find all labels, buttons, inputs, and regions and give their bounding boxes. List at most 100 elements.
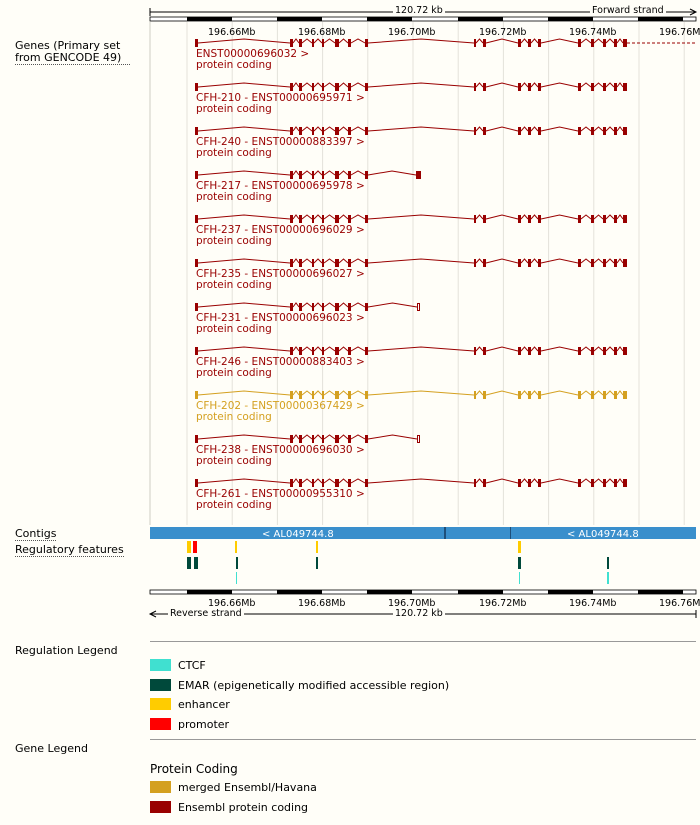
contig-label-right[interactable]: < AL049744.8 — [567, 529, 639, 540]
intron — [301, 258, 313, 264]
intron — [301, 346, 313, 352]
intron — [605, 38, 615, 44]
transcript-name[interactable]: ENST00000696032 > — [196, 48, 310, 60]
transcript-biotype: protein coding — [196, 235, 272, 247]
exon — [365, 259, 368, 267]
intron — [313, 302, 323, 308]
regulatory-track — [187, 541, 609, 584]
transcript-name[interactable]: CFH-237 - ENST00000696029 > — [196, 224, 365, 236]
reverse-strand-label: Reverse strand — [168, 608, 244, 619]
intron — [593, 214, 604, 220]
intron — [313, 258, 323, 264]
exon — [299, 479, 302, 487]
exon — [195, 127, 198, 135]
transcript-name[interactable]: CFH-246 - ENST00000883403 > — [196, 356, 365, 368]
transcript-name[interactable]: CFH-240 - ENST00000883397 > — [196, 136, 365, 148]
exon — [335, 303, 339, 311]
intron — [367, 346, 475, 352]
exon — [290, 347, 293, 355]
intron — [367, 214, 475, 220]
exon — [348, 347, 351, 355]
exon — [528, 215, 531, 223]
regulatory-track-label[interactable]: Regulatory features — [15, 543, 124, 557]
exon — [365, 391, 368, 399]
exon — [538, 127, 541, 135]
intron — [605, 390, 615, 396]
exon — [322, 83, 324, 91]
genes-track-label[interactable]: Genes (Primary set from GENCODE 49) — [15, 40, 130, 65]
exon — [322, 391, 324, 399]
intron — [593, 126, 604, 132]
exon — [538, 215, 541, 223]
intron — [292, 126, 300, 132]
exon — [614, 215, 617, 223]
exon — [538, 259, 541, 267]
exon — [623, 215, 627, 223]
exon — [348, 215, 351, 223]
exon — [614, 347, 617, 355]
intron — [338, 258, 349, 264]
transcript-name[interactable]: CFH-261 - ENST00000955310 > — [196, 488, 365, 500]
transcript-name[interactable]: CFH-231 - ENST00000696023 > — [196, 312, 365, 324]
intron — [520, 258, 529, 264]
exon — [578, 83, 581, 91]
exon — [195, 435, 198, 443]
intron — [540, 82, 579, 88]
exon — [365, 303, 368, 311]
exon — [312, 479, 314, 487]
exon — [335, 347, 339, 355]
exon — [474, 347, 476, 355]
ctcf-feature — [236, 572, 237, 584]
exon — [312, 215, 314, 223]
transcript-biotype: protein coding — [196, 59, 272, 71]
exon — [614, 479, 617, 487]
exon — [290, 127, 293, 135]
transcript-biotype: protein coding — [196, 455, 272, 467]
intron — [530, 82, 539, 88]
intron — [292, 170, 300, 176]
intron — [580, 346, 592, 352]
intron — [605, 258, 615, 264]
exon — [538, 479, 541, 487]
top-tick-label: 196.76Mb — [659, 27, 700, 38]
scale-block — [367, 17, 412, 21]
emar-feature — [316, 557, 318, 569]
exon — [518, 479, 521, 487]
contig-label-left[interactable]: < AL049744.8 — [262, 529, 334, 540]
intron — [616, 214, 624, 220]
exon — [322, 127, 324, 135]
exon — [348, 259, 351, 267]
intron — [350, 478, 366, 484]
exon — [416, 171, 421, 179]
intron — [580, 258, 592, 264]
intron — [580, 38, 592, 44]
exon — [603, 259, 606, 267]
transcript-name[interactable]: CFH-235 - ENST00000696027 > — [196, 268, 365, 280]
intron — [350, 434, 366, 440]
contigs-track-label[interactable]: Contigs — [15, 527, 57, 541]
transcript-name[interactable]: CFH-210 - ENST00000695971 > — [196, 92, 365, 104]
intron — [301, 38, 313, 44]
arrow-head-icon — [148, 610, 157, 618]
exon — [623, 259, 627, 267]
transcript-name[interactable]: CFH-238 - ENST00000696030 > — [196, 444, 365, 456]
contig-marker — [444, 527, 446, 539]
intron — [323, 170, 336, 176]
regulation-legend-label: promoter — [178, 717, 230, 731]
intron — [540, 346, 579, 352]
exon — [623, 391, 627, 399]
transcript-name[interactable]: CFH-202 - ENST00000367429 > — [196, 400, 365, 412]
exon — [483, 479, 486, 487]
exon — [483, 127, 486, 135]
transcript-name[interactable]: CFH-217 - ENST00000695978 > — [196, 180, 365, 192]
intron — [323, 346, 336, 352]
intron — [367, 302, 418, 308]
exon — [335, 435, 339, 443]
exon — [312, 83, 314, 91]
regulation-swatch — [150, 678, 171, 691]
intron — [580, 390, 592, 396]
intron — [520, 38, 529, 44]
exon — [578, 347, 581, 355]
top-tick-label: 196.66Mb — [208, 27, 256, 38]
exon — [312, 127, 314, 135]
